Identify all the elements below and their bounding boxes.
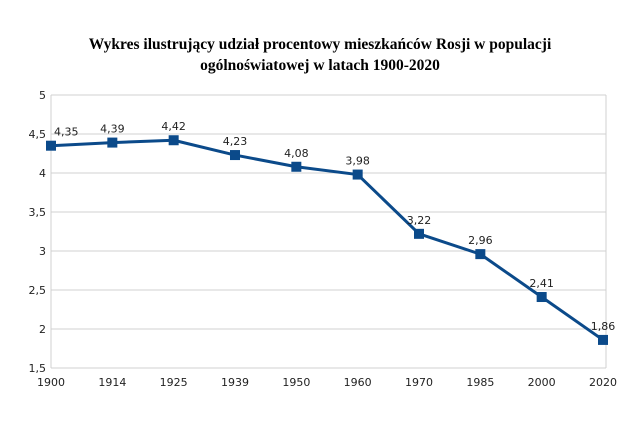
chart-title-line-2: ogólnoświatowej w latach 1900-2020: [200, 57, 440, 74]
y-tick-label: 2,5: [29, 284, 47, 297]
x-tick-label: 1950: [282, 376, 310, 389]
y-tick-label: 4,5: [29, 128, 47, 141]
data-point-marker: [352, 169, 363, 180]
data-label: 1,86: [591, 320, 616, 333]
data-label: 4,08: [284, 147, 309, 160]
y-tick-label: 1,5: [29, 362, 47, 375]
data-point-marker: [230, 150, 240, 161]
x-tick-label: 1914: [98, 376, 126, 389]
data-label: 3,22: [407, 214, 432, 227]
y-tick-label: 3: [39, 245, 46, 258]
data-label: 4,42: [161, 120, 186, 133]
x-tick-label: 1925: [160, 376, 188, 389]
y-tick-label: 4: [39, 167, 46, 180]
data-point-marker: [291, 161, 302, 172]
data-label: 3,98: [345, 155, 370, 168]
chart-title-line-1: Wykres ilustrujący udział procentowy mie…: [88, 36, 552, 53]
data-point-marker: [46, 140, 56, 151]
data-label: 2,41: [529, 277, 554, 290]
x-tick-label: 1900: [37, 376, 65, 389]
x-tick-label: 2020: [589, 376, 617, 389]
x-tick-label: 1970: [405, 376, 433, 389]
y-tick-label: 3,5: [29, 206, 47, 219]
data-point-marker: [107, 137, 118, 148]
x-tick-label: 1985: [466, 376, 494, 389]
data-point-marker: [536, 292, 547, 303]
data-point-marker: [475, 249, 486, 260]
y-tick-label: 5: [39, 89, 46, 102]
series-line: [50, 138, 604, 342]
chart-title: Wykres ilustrujący udział procentowy mie…: [0, 34, 640, 76]
data-label: 4,35: [54, 126, 79, 139]
data-point-marker: [414, 228, 424, 239]
x-tick-label: 1960: [344, 376, 372, 389]
data-point-marker: [168, 135, 179, 146]
data-label: 4,39: [100, 123, 125, 136]
data-label: 4,23: [223, 135, 248, 148]
data-point-marker: [598, 334, 608, 345]
x-tick-label: 1939: [221, 376, 249, 389]
x-tick-label: 2000: [528, 376, 556, 389]
y-tick-label: 2: [39, 323, 46, 336]
data-label: 2,96: [468, 234, 493, 247]
